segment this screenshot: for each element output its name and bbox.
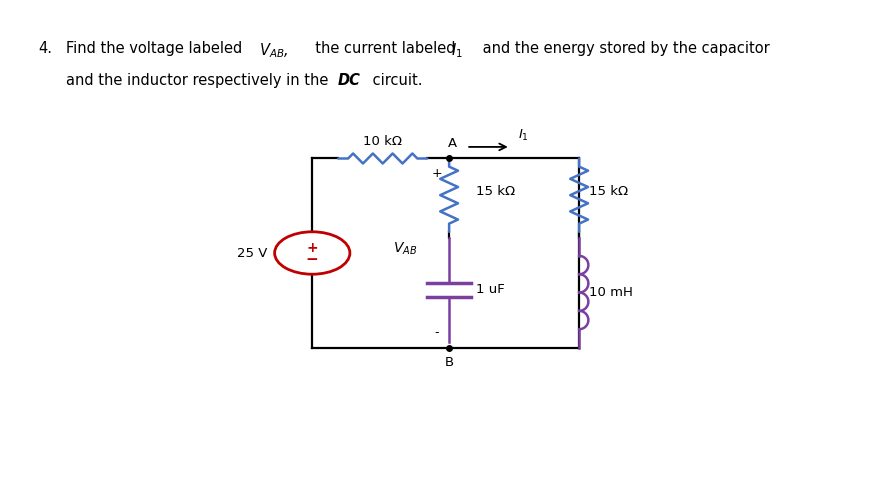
Text: +: + [306,240,318,255]
Text: 10 kΩ: 10 kΩ [363,135,403,148]
Text: circuit.: circuit. [368,73,422,88]
Text: $I_1$: $I_1$ [517,128,528,143]
Text: $V_{AB}$: $V_{AB}$ [393,241,417,258]
Text: and the energy stored by the capacitor: and the energy stored by the capacitor [478,41,770,56]
Text: A: A [448,137,457,150]
Text: -: - [434,326,439,339]
Text: 15 kΩ: 15 kΩ [590,185,629,198]
Text: B: B [444,356,454,369]
Text: 4.: 4. [38,41,52,56]
Text: Find the voltage labeled: Find the voltage labeled [66,41,247,56]
Text: −: − [306,252,319,267]
Text: $V_{AB}$,: $V_{AB}$, [259,41,289,60]
Text: DC: DC [338,73,361,88]
Text: 10 mH: 10 mH [590,286,633,299]
Text: $I_1$: $I_1$ [451,41,463,60]
Text: 15 kΩ: 15 kΩ [477,185,516,198]
Text: and the inductor respectively in the: and the inductor respectively in the [66,73,333,88]
Text: +: + [432,167,442,180]
Text: 1 uF: 1 uF [477,283,505,296]
Text: the current labeled: the current labeled [306,41,460,56]
Text: 25 V: 25 V [238,246,268,260]
